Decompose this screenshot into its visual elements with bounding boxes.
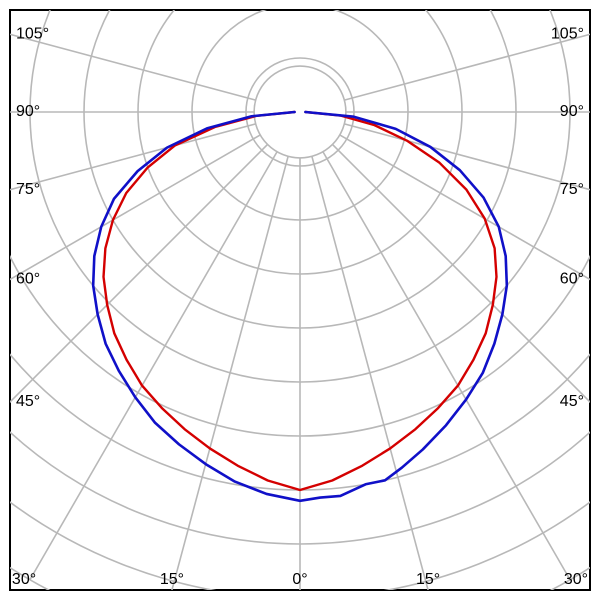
angle-label: 105° [16,26,49,43]
angle-label: 30° [12,571,36,588]
angle-label: 30° [564,571,588,588]
angle-label: 45° [16,393,40,410]
polar-svg: 0° 15° 15° 30° 30° 45° 45° 60° 60° 75° 75° 90° 90° 10… [0,0,600,600]
angle-label: 90° [16,103,40,120]
angle-label: 60° [560,271,584,288]
angle-label: 90° [560,103,584,120]
angle-label: 15° [160,571,184,588]
angle-label: 75° [560,181,584,198]
angle-label: 0° [292,571,307,588]
polar-chart: 0° 15° 15° 30° 30° 45° 45° 60° 60° 75° 75° 90° 90° 10… [0,0,600,600]
angle-label: 15° [416,571,440,588]
angle-label: 60° [16,271,40,288]
angle-label: 45° [560,393,584,410]
angle-label: 105° [551,26,584,43]
angle-label: 75° [16,181,40,198]
